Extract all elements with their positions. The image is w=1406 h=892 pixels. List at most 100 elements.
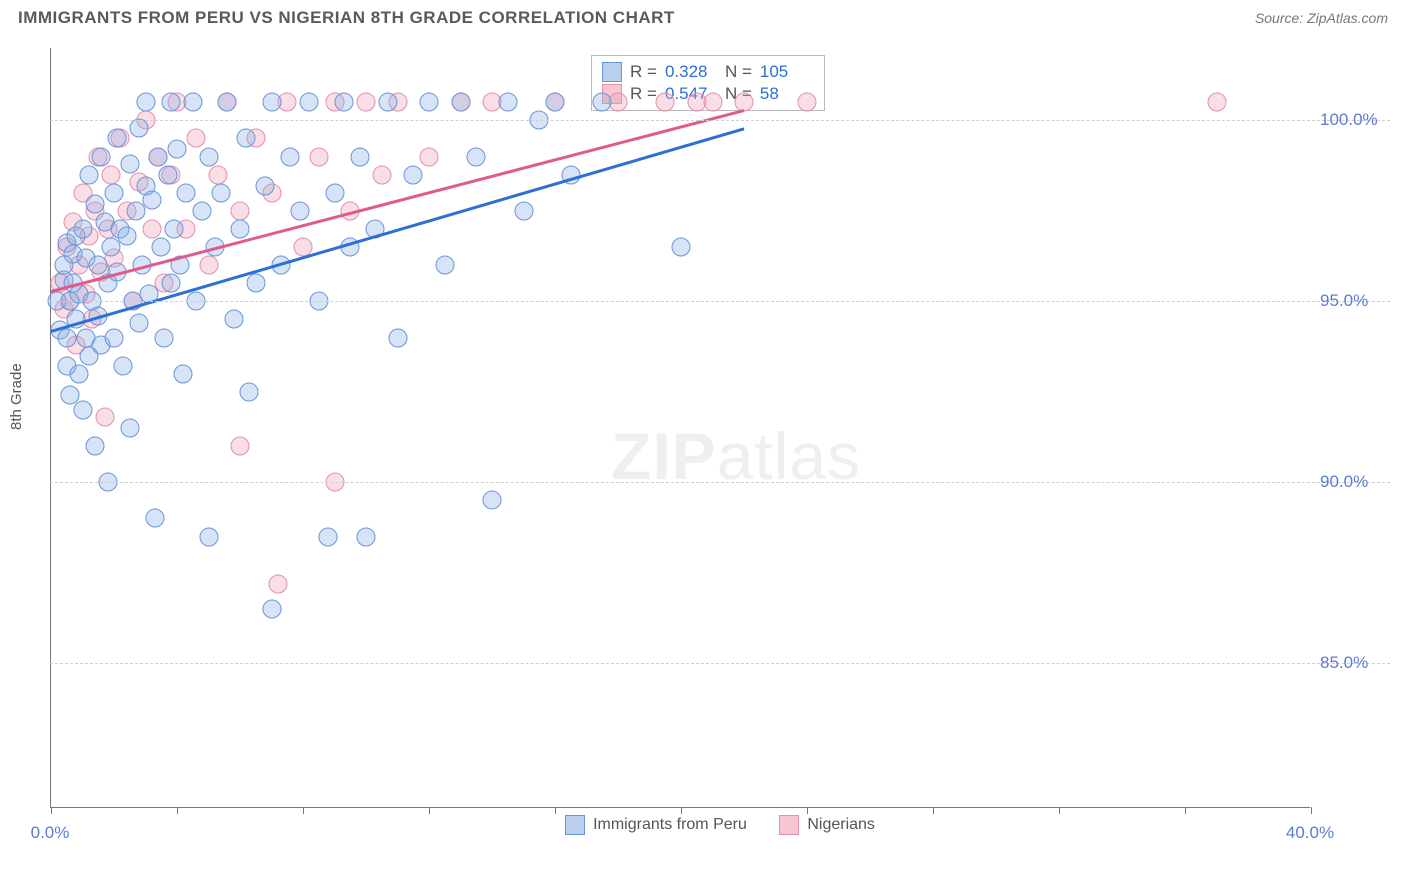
data-point-peru (483, 491, 502, 510)
data-point-nigerians (1207, 93, 1226, 112)
data-point-peru (136, 93, 155, 112)
data-point-peru (92, 147, 111, 166)
data-point-peru (120, 154, 139, 173)
data-point-peru (290, 201, 309, 220)
data-point-nigerians (372, 165, 391, 184)
data-point-nigerians (357, 93, 376, 112)
data-point-peru (142, 191, 161, 210)
data-point-nigerians (231, 201, 250, 220)
data-point-peru (73, 219, 92, 238)
data-point-peru (224, 310, 243, 329)
data-point-peru (420, 93, 439, 112)
data-point-peru (73, 400, 92, 419)
data-point-peru (498, 93, 517, 112)
data-point-peru (212, 183, 231, 202)
data-point-peru (379, 93, 398, 112)
x-tick (681, 807, 682, 814)
data-point-peru (145, 509, 164, 528)
data-point-peru (117, 227, 136, 246)
data-point-peru (256, 176, 275, 195)
gridline (50, 663, 1390, 664)
data-point-peru (114, 357, 133, 376)
data-point-peru (89, 256, 108, 275)
data-point-peru (199, 527, 218, 546)
x-tick (555, 807, 556, 814)
data-point-peru (57, 328, 76, 347)
legend-row-peru: R = 0.328 N = 105 (602, 62, 812, 82)
data-point-peru (388, 328, 407, 347)
bottom-legend: Immigrants from Peru Nigerians (50, 815, 1390, 840)
chart-title: IMMIGRANTS FROM PERU VS NIGERIAN 8TH GRA… (18, 8, 675, 28)
y-tick-label: 95.0% (1320, 291, 1368, 311)
x-tick (303, 807, 304, 814)
data-point-peru (86, 194, 105, 213)
data-point-peru (593, 93, 612, 112)
y-axis-label: 8th Grade (8, 363, 25, 430)
x-tick (1311, 807, 1312, 814)
data-point-peru (281, 147, 300, 166)
gridline (50, 301, 1390, 302)
data-point-peru (240, 382, 259, 401)
gridline (50, 482, 1390, 483)
data-point-peru (218, 93, 237, 112)
data-point-nigerians (735, 93, 754, 112)
data-point-peru (79, 165, 98, 184)
chart-area: ZIPatlas R = 0.328 N = 105 R = 0.547 N =… (50, 48, 1390, 808)
data-point-peru (514, 201, 533, 220)
data-point-peru (174, 364, 193, 383)
data-point-peru (262, 599, 281, 618)
data-point-peru (70, 364, 89, 383)
data-point-peru (155, 328, 174, 347)
data-point-peru (357, 527, 376, 546)
data-point-peru (246, 274, 265, 293)
data-point-peru (105, 328, 124, 347)
y-tick-label: 90.0% (1320, 472, 1368, 492)
data-point-peru (319, 527, 338, 546)
x-tick (1185, 807, 1186, 814)
data-point-peru (105, 183, 124, 202)
legend-item-peru: Immigrants from Peru (565, 815, 747, 835)
data-point-peru (161, 93, 180, 112)
data-point-peru (672, 238, 691, 257)
data-point-peru (177, 183, 196, 202)
swatch-peru-icon (565, 815, 585, 835)
data-point-peru (231, 219, 250, 238)
x-tick (1059, 807, 1060, 814)
legend-item-nigerians: Nigerians (779, 815, 875, 835)
data-point-nigerians (186, 129, 205, 148)
data-point-peru (199, 147, 218, 166)
x-tick (429, 807, 430, 814)
data-point-nigerians (420, 147, 439, 166)
data-point-nigerians (208, 165, 227, 184)
source-text: Source: ZipAtlas.com (1255, 10, 1388, 26)
data-point-peru (161, 274, 180, 293)
data-point-peru (404, 165, 423, 184)
data-point-peru (108, 129, 127, 148)
x-tick (807, 807, 808, 814)
data-point-nigerians (798, 93, 817, 112)
data-point-peru (262, 93, 281, 112)
x-tick (933, 807, 934, 814)
x-tick (51, 807, 52, 814)
data-point-nigerians (656, 93, 675, 112)
data-point-nigerians (101, 165, 120, 184)
data-point-peru (120, 419, 139, 438)
data-point-peru (183, 93, 202, 112)
data-point-nigerians (268, 574, 287, 593)
data-point-peru (300, 93, 319, 112)
data-point-peru (158, 165, 177, 184)
data-point-peru (546, 93, 565, 112)
data-point-peru (350, 147, 369, 166)
y-tick-label: 85.0% (1320, 653, 1368, 673)
data-point-peru (334, 93, 353, 112)
data-point-nigerians (95, 408, 114, 427)
y-tick-label: 100.0% (1320, 110, 1378, 130)
data-point-nigerians (703, 93, 722, 112)
data-point-peru (451, 93, 470, 112)
swatch-nigerians-icon (779, 815, 799, 835)
data-point-peru (168, 140, 187, 159)
data-point-peru (467, 147, 486, 166)
data-point-peru (164, 219, 183, 238)
data-point-nigerians (231, 437, 250, 456)
data-point-peru (435, 256, 454, 275)
